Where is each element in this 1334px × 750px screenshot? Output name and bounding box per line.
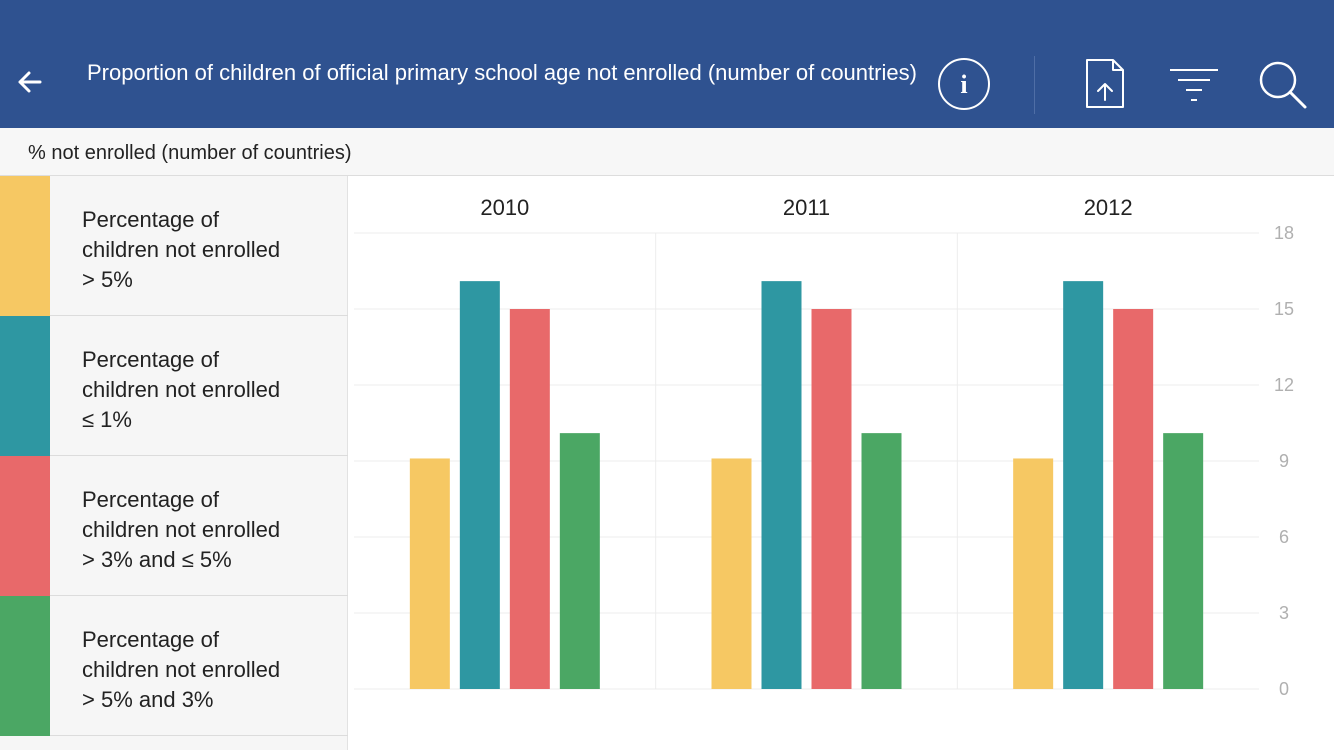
bar-2010-series-4: [559, 433, 600, 689]
y-tick-label: 12: [1274, 375, 1294, 395]
legend-item-over-5[interactable]: Percentage of children not enrolled > 5%: [0, 176, 348, 316]
filter-icon: [1170, 69, 1218, 101]
legend-swatch: [0, 456, 50, 596]
page-title: Proportion of children of official prima…: [87, 60, 917, 85]
y-tick-label: 15: [1274, 299, 1294, 319]
legend-swatch: [0, 596, 50, 736]
bar-chart-svg: 0 3 6 9 12 15 18 2010 2011 2012: [354, 195, 1294, 699]
y-tick-label: 18: [1274, 223, 1294, 243]
category-label-2011: 2011: [783, 195, 830, 220]
category-label-2012: 2012: [1084, 195, 1133, 220]
legend-label: Percentage of children not enrolled > 3%…: [82, 487, 281, 572]
y-tick-label: 6: [1279, 527, 1289, 547]
bar-2012-series-4: [1163, 433, 1204, 689]
bar-2012-series-2: [1063, 281, 1104, 689]
bar-2010-series-2: [459, 281, 500, 689]
svg-text:i: i: [960, 70, 967, 99]
legend-label: Percentage of children not enrolled > 5%: [82, 207, 281, 292]
legend-item-under-1[interactable]: Percentage of children not enrolled ≤ 1%: [0, 316, 348, 456]
info-button[interactable]: i: [936, 56, 992, 112]
info-circle-icon: i: [938, 58, 990, 110]
legend-swatch: [0, 316, 50, 456]
legend-label: Percentage of children not enrolled > 5%…: [82, 627, 281, 712]
header-divider: [1034, 56, 1035, 114]
bar-2010-series-1: [409, 458, 450, 689]
arrow-left-icon: [18, 71, 42, 93]
filter-button[interactable]: [1166, 62, 1222, 106]
bar-2010-series-3: [509, 309, 550, 689]
back-button[interactable]: [10, 62, 50, 102]
export-button[interactable]: [1080, 56, 1130, 112]
category-label-2010: 2010: [480, 195, 529, 220]
measure-subheader: % not enrolled (number of countries): [0, 128, 1334, 176]
legend-item-5-and-3[interactable]: Percentage of children not enrolled > 5%…: [0, 596, 348, 736]
search-button[interactable]: [1256, 58, 1310, 112]
bar-2012-series-3: [1113, 309, 1154, 689]
bar-chart: 0 3 6 9 12 15 18 2010 2011 2012: [349, 176, 1334, 750]
bar-2011-series-3: [811, 309, 852, 689]
y-tick-label: 0: [1279, 679, 1289, 699]
app-header: Proportion of children of official prima…: [0, 0, 1334, 128]
legend-panel: Percentage of children not enrolled > 5%…: [0, 176, 348, 750]
legend-item-3-to-5[interactable]: Percentage of children not enrolled > 3%…: [0, 456, 348, 596]
bar-2012-series-1: [1013, 458, 1054, 689]
search-icon: [1259, 61, 1307, 109]
export-upload-icon: [1086, 59, 1124, 108]
legend-label: Percentage of children not enrolled ≤ 1%: [82, 347, 281, 432]
bar-2011-series-2: [761, 281, 802, 689]
measure-label: % not enrolled (number of countries): [28, 142, 352, 164]
bar-2011-series-4: [861, 433, 902, 689]
legend-swatch: [0, 176, 50, 316]
bar-2011-series-1: [711, 458, 752, 689]
y-tick-label: 3: [1279, 603, 1289, 623]
y-tick-label: 9: [1279, 451, 1289, 471]
